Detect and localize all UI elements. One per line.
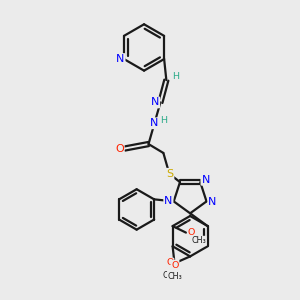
Text: O: O bbox=[115, 143, 124, 154]
Text: S: S bbox=[167, 169, 173, 179]
Text: N: N bbox=[116, 54, 124, 64]
Text: CH₃: CH₃ bbox=[163, 271, 177, 280]
Text: N: N bbox=[151, 98, 159, 107]
Text: H: H bbox=[160, 116, 167, 125]
Text: CH₃: CH₃ bbox=[191, 236, 206, 245]
Text: O: O bbox=[166, 258, 174, 267]
Text: N: N bbox=[164, 196, 172, 206]
Text: O: O bbox=[171, 260, 179, 269]
Text: CH₃: CH₃ bbox=[168, 272, 182, 280]
Text: N: N bbox=[150, 118, 159, 128]
Text: N: N bbox=[201, 175, 210, 185]
Text: H: H bbox=[172, 72, 179, 81]
Text: N: N bbox=[208, 197, 217, 207]
Text: O: O bbox=[188, 228, 195, 237]
